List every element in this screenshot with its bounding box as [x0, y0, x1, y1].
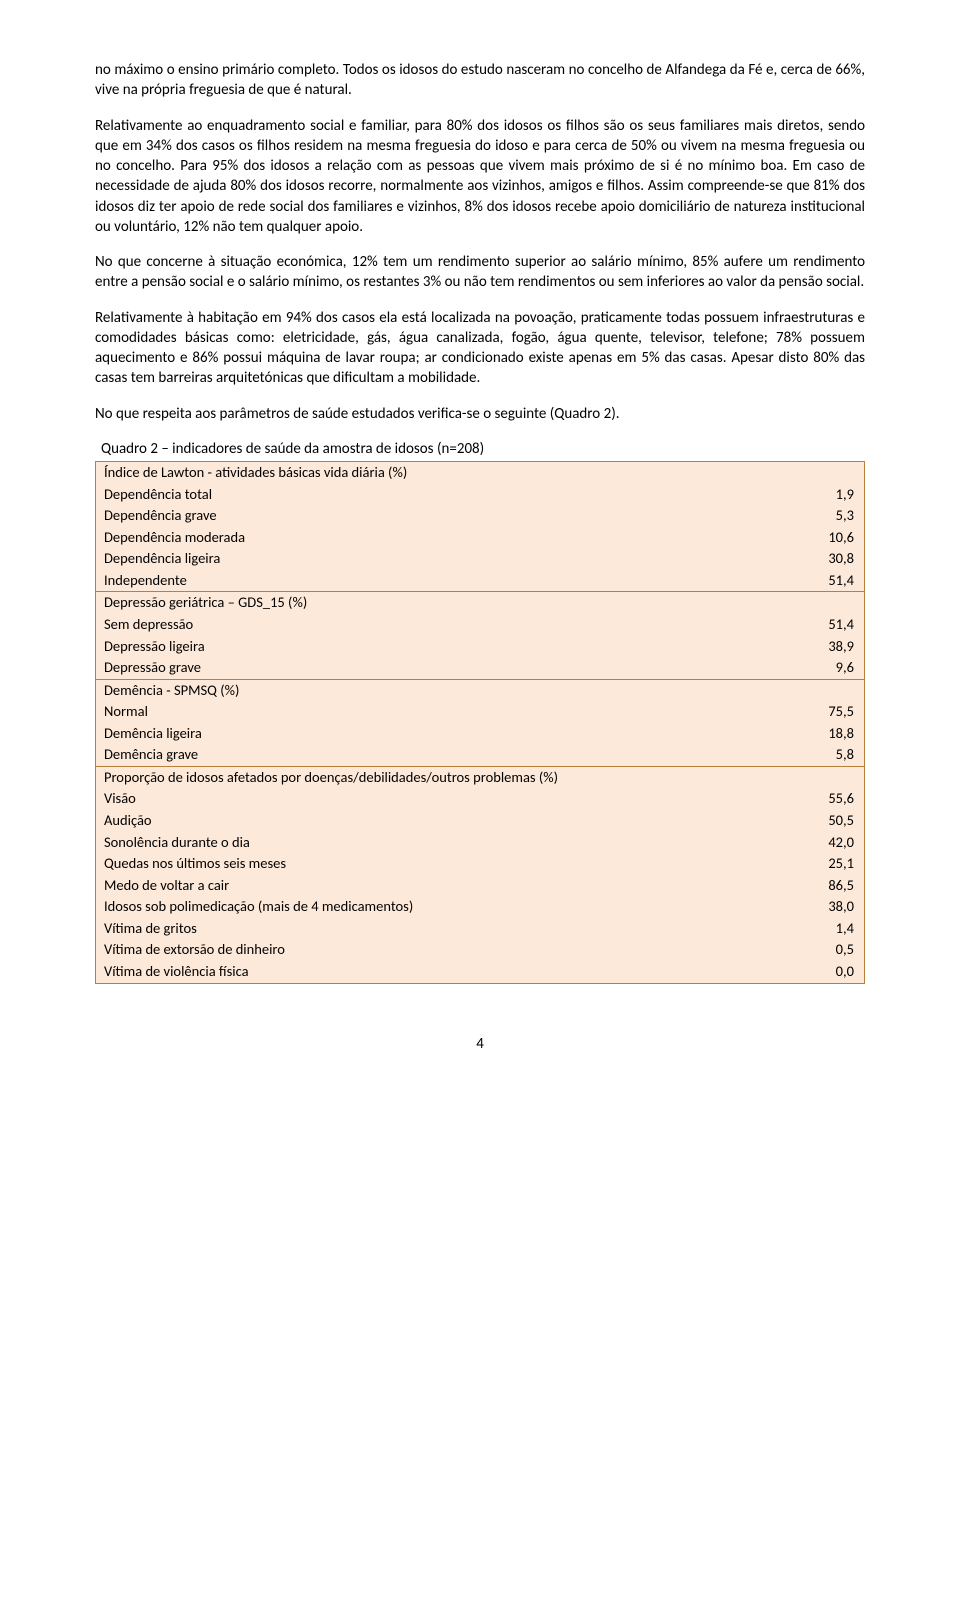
row-label: Vítima de extorsão de dinheiro	[96, 939, 805, 961]
row-value: 86,5	[805, 875, 865, 897]
row-value: 55,6	[805, 788, 865, 810]
table-row: Depressão ligeira38,9	[96, 636, 865, 658]
table-caption: Quadro 2 – indicadores de saúde da amost…	[95, 439, 865, 459]
row-value: 1,4	[805, 918, 865, 940]
row-value: 5,8	[805, 744, 865, 766]
row-value: 38,0	[805, 896, 865, 918]
paragraph-5: No que respeita aos parâmetros de saúde …	[95, 404, 865, 424]
row-label: Vítima de gritos	[96, 918, 805, 940]
row-value: 0,0	[805, 961, 865, 983]
table-row: Vítima de gritos1,4	[96, 918, 865, 940]
paragraph-3: No que concerne à situação económica, 12…	[95, 252, 865, 293]
row-label: Sem depressão	[96, 614, 805, 636]
row-value: 9,6	[805, 657, 865, 679]
row-label: Independente	[96, 570, 805, 592]
table-section-header: Demência - SPMSQ (%)	[96, 679, 865, 701]
table-row: Dependência ligeira30,8	[96, 548, 865, 570]
row-value: 51,4	[805, 570, 865, 592]
table-row: Demência ligeira18,8	[96, 723, 865, 745]
row-value: 50,5	[805, 810, 865, 832]
page-number: 4	[95, 1034, 865, 1054]
table-row: Dependência moderada10,6	[96, 527, 865, 549]
row-label: Dependência grave	[96, 505, 805, 527]
paragraph-1: no máximo o ensino primário completo. To…	[95, 60, 865, 101]
table-row: Independente51,4	[96, 570, 865, 592]
row-label: Visão	[96, 788, 805, 810]
table-row: Dependência grave5,3	[96, 505, 865, 527]
row-value: 25,1	[805, 853, 865, 875]
row-label: Dependência ligeira	[96, 548, 805, 570]
row-label: Normal	[96, 701, 805, 723]
row-label: Depressão ligeira	[96, 636, 805, 658]
row-value: 10,6	[805, 527, 865, 549]
row-value: 30,8	[805, 548, 865, 570]
row-value: 1,9	[805, 484, 865, 506]
row-label: Idosos sob polimedicação (mais de 4 medi…	[96, 896, 805, 918]
table-row: Demência grave5,8	[96, 744, 865, 766]
row-label: Depressão grave	[96, 657, 805, 679]
table-row: Idosos sob polimedicação (mais de 4 medi…	[96, 896, 865, 918]
paragraph-4: Relativamente à habitação em 94% dos cas…	[95, 308, 865, 389]
row-label: Demência ligeira	[96, 723, 805, 745]
table-row: Visão55,6	[96, 788, 865, 810]
row-value: 75,5	[805, 701, 865, 723]
row-value: 0,5	[805, 939, 865, 961]
row-label: Audição	[96, 810, 805, 832]
table-row: Normal75,5	[96, 701, 865, 723]
table-row: Dependência total1,9	[96, 484, 865, 506]
table-row: Quedas nos últimos seis meses25,1	[96, 853, 865, 875]
row-label: Dependência total	[96, 484, 805, 506]
table-row: Vítima de violência física0,0	[96, 961, 865, 983]
table-row: Sonolência durante o dia42,0	[96, 832, 865, 854]
row-label: Sonolência durante o dia	[96, 832, 805, 854]
table-row: Vítima de extorsão de dinheiro0,5	[96, 939, 865, 961]
table-section-header: Proporção de idosos afetados por doenças…	[96, 766, 865, 788]
row-label: Medo de voltar a cair	[96, 875, 805, 897]
row-label: Demência grave	[96, 744, 805, 766]
row-value: 18,8	[805, 723, 865, 745]
row-label: Dependência moderada	[96, 527, 805, 549]
table-section-header: Índice de Lawton - atividades básicas vi…	[96, 462, 865, 484]
table-section-header: Depressão geriátrica – GDS_15 (%)	[96, 592, 865, 614]
row-label: Vítima de violência física	[96, 961, 805, 983]
row-value: 51,4	[805, 614, 865, 636]
paragraph-2: Relativamente ao enquadramento social e …	[95, 116, 865, 238]
table-row: Medo de voltar a cair86,5	[96, 875, 865, 897]
table-row: Audição50,5	[96, 810, 865, 832]
row-label: Quedas nos últimos seis meses	[96, 853, 805, 875]
table-row: Sem depressão51,4	[96, 614, 865, 636]
table-row: Depressão grave9,6	[96, 657, 865, 679]
row-value: 5,3	[805, 505, 865, 527]
health-indicators-table: Índice de Lawton - atividades básicas vi…	[95, 461, 865, 984]
row-value: 38,9	[805, 636, 865, 658]
row-value: 42,0	[805, 832, 865, 854]
